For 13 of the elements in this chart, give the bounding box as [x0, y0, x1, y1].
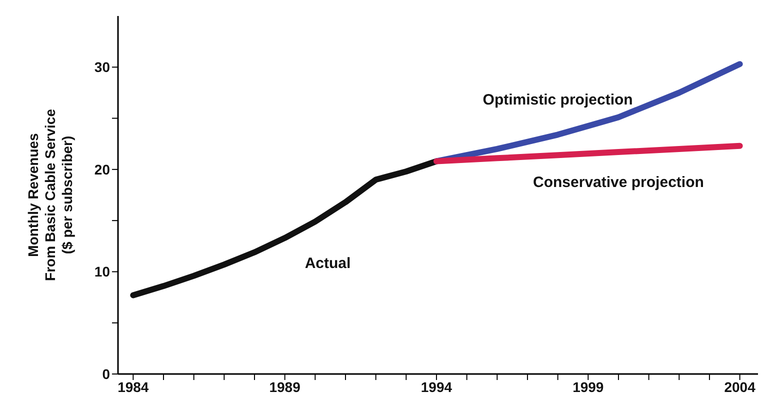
y-tick-label: 10	[94, 264, 110, 280]
x-tick-label: 1989	[269, 378, 301, 395]
series-label: Optimistic projection	[482, 92, 633, 109]
series-label: Conservative projection	[533, 174, 704, 192]
series-label: Actual	[304, 254, 351, 272]
x-tick-label: 1984	[118, 378, 149, 395]
x-tick-label: 1999	[572, 378, 604, 395]
y-tick-label: 0	[102, 366, 110, 382]
x-tick-label: 1994	[420, 378, 452, 395]
y-axis-title: Monthly Revenues From Basic Cable Service ($ per subscriber)	[25, 108, 75, 281]
y-tick-label: 30	[94, 59, 110, 76]
y-tick-label: 20	[94, 161, 110, 178]
x-tick-label: 2004	[724, 378, 756, 395]
